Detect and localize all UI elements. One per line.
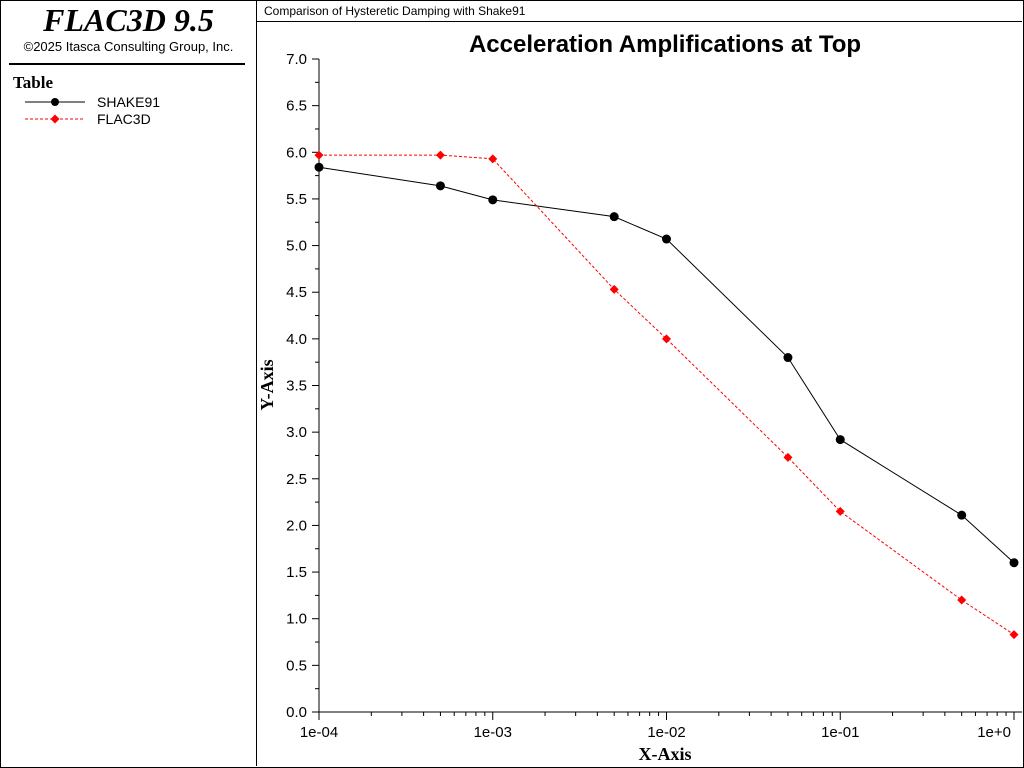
x-tick-label: 1e+0 bbox=[977, 724, 1011, 741]
series-flac3d bbox=[314, 150, 1019, 640]
y-tick-label: 4.0 bbox=[286, 331, 307, 348]
data-point-shake91 bbox=[1009, 558, 1019, 568]
y-tick-label: 7.0 bbox=[286, 51, 307, 68]
y-tick-label: 1.0 bbox=[286, 611, 307, 628]
legend-title: Table bbox=[13, 73, 54, 92]
data-point-flac3d bbox=[435, 150, 445, 160]
legend-swatch-flac3d bbox=[25, 114, 85, 124]
data-point-shake91 bbox=[957, 510, 967, 520]
x-axis-ticks: 1e-04 1e-03 1e-02 1e-01 1e+0 bbox=[300, 712, 1015, 741]
data-point-shake91 bbox=[314, 162, 324, 172]
plot-header: Comparison of Hysteretic Damping with Sh… bbox=[257, 1, 1022, 22]
y-tick-label: 0.5 bbox=[286, 657, 307, 674]
data-point-flac3d bbox=[314, 150, 324, 160]
y-tick-label: 5.5 bbox=[286, 191, 307, 208]
series-shake91 bbox=[314, 162, 1019, 568]
data-point-flac3d bbox=[662, 334, 671, 344]
y-axis-ticks: 0.0 0.5 1.0 1.5 2.0 2.5 3.0 3.5 4.0 4.5 5.0 5.5 6.0 6… bbox=[286, 51, 319, 721]
data-point-shake91 bbox=[783, 353, 793, 363]
data-point-shake91 bbox=[662, 234, 671, 244]
y-tick-label: 1.5 bbox=[286, 564, 307, 581]
data-point-shake91 bbox=[488, 195, 498, 205]
data-point-flac3d bbox=[957, 595, 967, 605]
y-tick-label: 2.0 bbox=[286, 517, 307, 534]
x-tick-label: 1e-02 bbox=[647, 724, 685, 741]
legend-panel: FLAC3D 9.5 ©2025 Itasca Consulting Group… bbox=[1, 1, 257, 766]
legend-swatch-shake91 bbox=[25, 98, 85, 106]
series-line-flac3d bbox=[319, 154, 1015, 635]
data-point-flac3d bbox=[783, 452, 793, 462]
copyright-text: ©2025 Itasca Consulting Group, Inc. bbox=[23, 39, 234, 54]
chart-title: Acceleration Amplifications at Top bbox=[469, 31, 861, 58]
data-point-flac3d bbox=[1009, 630, 1019, 640]
y-tick-label: 5.0 bbox=[286, 238, 307, 255]
y-tick-label: 3.5 bbox=[286, 378, 307, 395]
data-point-flac3d bbox=[609, 284, 619, 294]
sidebar-divider bbox=[9, 63, 245, 65]
legend-label-shake91: SHAKE91 bbox=[97, 94, 161, 110]
chart: Acceleration Amplifications at Top 0.00.… bbox=[257, 31, 1022, 764]
data-point-shake91 bbox=[435, 181, 445, 191]
y-tick-label: 6.5 bbox=[286, 98, 307, 115]
y-tick-label: 3.0 bbox=[286, 424, 307, 441]
x-tick-label: 1e-04 bbox=[300, 724, 338, 741]
data-point-flac3d bbox=[835, 506, 845, 516]
app-title: FLAC3D 9.5 bbox=[43, 2, 214, 38]
y-tick-label: 4.5 bbox=[286, 284, 307, 301]
plot-header-title: Comparison of Hysteretic Damping with Sh… bbox=[264, 4, 526, 18]
y-tick-label: 0.0 bbox=[286, 704, 307, 721]
data-point-shake91 bbox=[609, 212, 619, 222]
y-tick-label: 2.5 bbox=[286, 471, 307, 488]
data-point-flac3d bbox=[488, 154, 498, 164]
y-tick-label: 6.0 bbox=[286, 144, 307, 161]
series-layer bbox=[314, 150, 1019, 640]
x-axis-label: X-Axis bbox=[639, 744, 692, 764]
series-line-shake91 bbox=[318, 166, 1015, 564]
data-point-shake91 bbox=[835, 435, 845, 445]
x-tick-label: 1e-01 bbox=[821, 724, 859, 741]
legend-label-flac3d: FLAC3D bbox=[97, 111, 151, 127]
x-tick-label: 1e-03 bbox=[474, 724, 512, 741]
y-axis-label: Y-Axis bbox=[257, 359, 277, 410]
